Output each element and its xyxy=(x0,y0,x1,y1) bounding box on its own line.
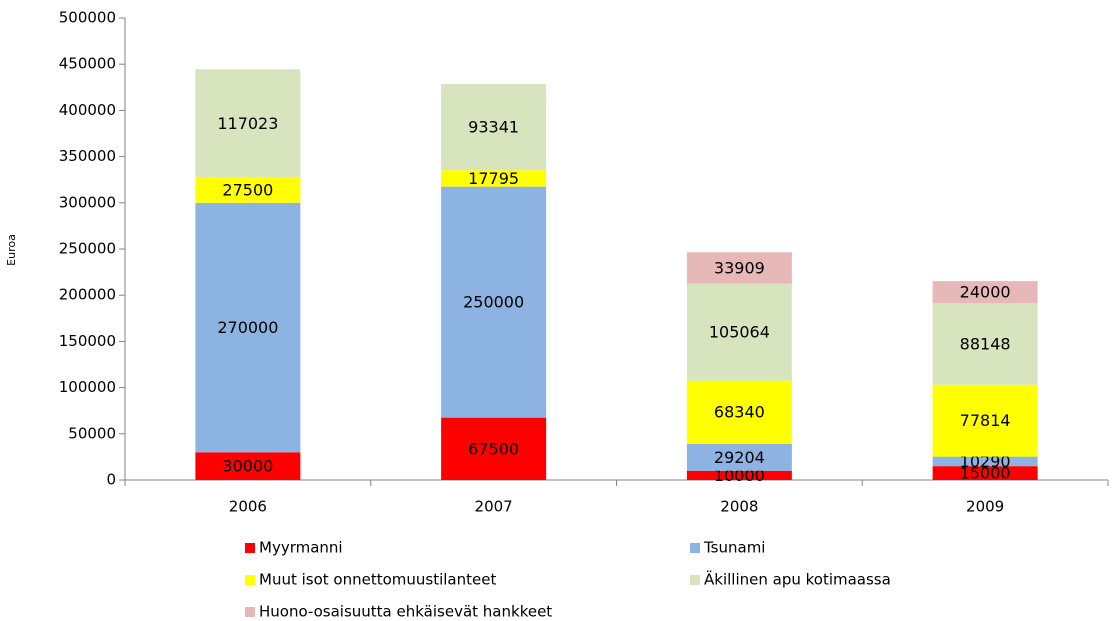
bar-segment xyxy=(195,202,301,453)
data-label: 105064 xyxy=(709,323,770,342)
bar-segment xyxy=(932,281,1038,304)
bar-segment xyxy=(932,466,1038,480)
data-label: 27500 xyxy=(222,181,273,200)
legend-swatch xyxy=(690,575,700,585)
bar-segment xyxy=(932,303,1038,385)
bar-segment xyxy=(686,252,792,284)
data-label: 88148 xyxy=(960,335,1011,354)
data-label: 250000 xyxy=(463,293,524,312)
bar-segment xyxy=(441,186,547,418)
data-label: 67500 xyxy=(468,439,519,458)
data-label: 24000 xyxy=(960,283,1011,302)
bar-segment xyxy=(195,69,301,178)
data-label: 10290 xyxy=(960,452,1011,471)
legend-swatch xyxy=(245,607,255,617)
bar-segment xyxy=(195,177,301,203)
legend-label: Myyrmanni xyxy=(259,539,343,557)
legend-swatch xyxy=(690,543,700,553)
bar-segment xyxy=(441,83,547,171)
data-label: 68340 xyxy=(714,403,765,422)
y-tick-label: 50000 xyxy=(68,424,116,442)
data-label: 77814 xyxy=(960,411,1011,430)
data-label: 29204 xyxy=(714,448,765,467)
data-label: 15000 xyxy=(960,464,1011,483)
legend-label: Muut isot onnettomuustilanteet xyxy=(259,571,496,589)
bar-segment xyxy=(932,456,1038,467)
bar-segment xyxy=(441,417,547,480)
y-tick-label: 400000 xyxy=(59,101,116,119)
legend-swatch xyxy=(245,543,255,553)
legend-label: Tsunami xyxy=(703,539,765,557)
legend-swatch xyxy=(245,575,255,585)
y-tick-label: 450000 xyxy=(59,55,116,73)
y-tick-label: 0 xyxy=(106,471,116,489)
y-tick-label: 300000 xyxy=(59,193,116,211)
bar-segment xyxy=(932,384,1038,457)
bar-segment xyxy=(441,170,547,187)
x-tick-label: 2008 xyxy=(720,498,758,516)
legend-label: Huono-osaisuutta ehkäisevät hankkeet xyxy=(259,603,552,621)
bar-segment xyxy=(686,283,792,381)
y-tick-label: 250000 xyxy=(59,240,116,258)
x-tick-label: 2009 xyxy=(966,498,1004,516)
legend-label: Äkillinen apu kotimaassa xyxy=(704,570,891,589)
x-tick-label: 2006 xyxy=(229,498,267,516)
x-tick-label: 2007 xyxy=(475,498,513,516)
data-label: 17795 xyxy=(468,169,519,188)
y-axis-label: Euroa xyxy=(5,234,18,266)
bar-segment xyxy=(686,470,792,480)
data-label: 117023 xyxy=(217,114,278,133)
data-label: 33909 xyxy=(714,258,765,277)
data-label: 30000 xyxy=(222,457,273,476)
data-label: 270000 xyxy=(217,318,278,337)
y-tick-label: 150000 xyxy=(59,332,116,350)
bar-segment xyxy=(686,380,792,444)
bar-segment xyxy=(195,452,301,480)
y-tick-label: 500000 xyxy=(59,9,116,27)
y-tick-label: 200000 xyxy=(59,286,116,304)
y-tick-label: 100000 xyxy=(59,378,116,396)
data-label: 93341 xyxy=(468,118,519,137)
bar-segment xyxy=(686,443,792,471)
y-tick-label: 350000 xyxy=(59,147,116,165)
